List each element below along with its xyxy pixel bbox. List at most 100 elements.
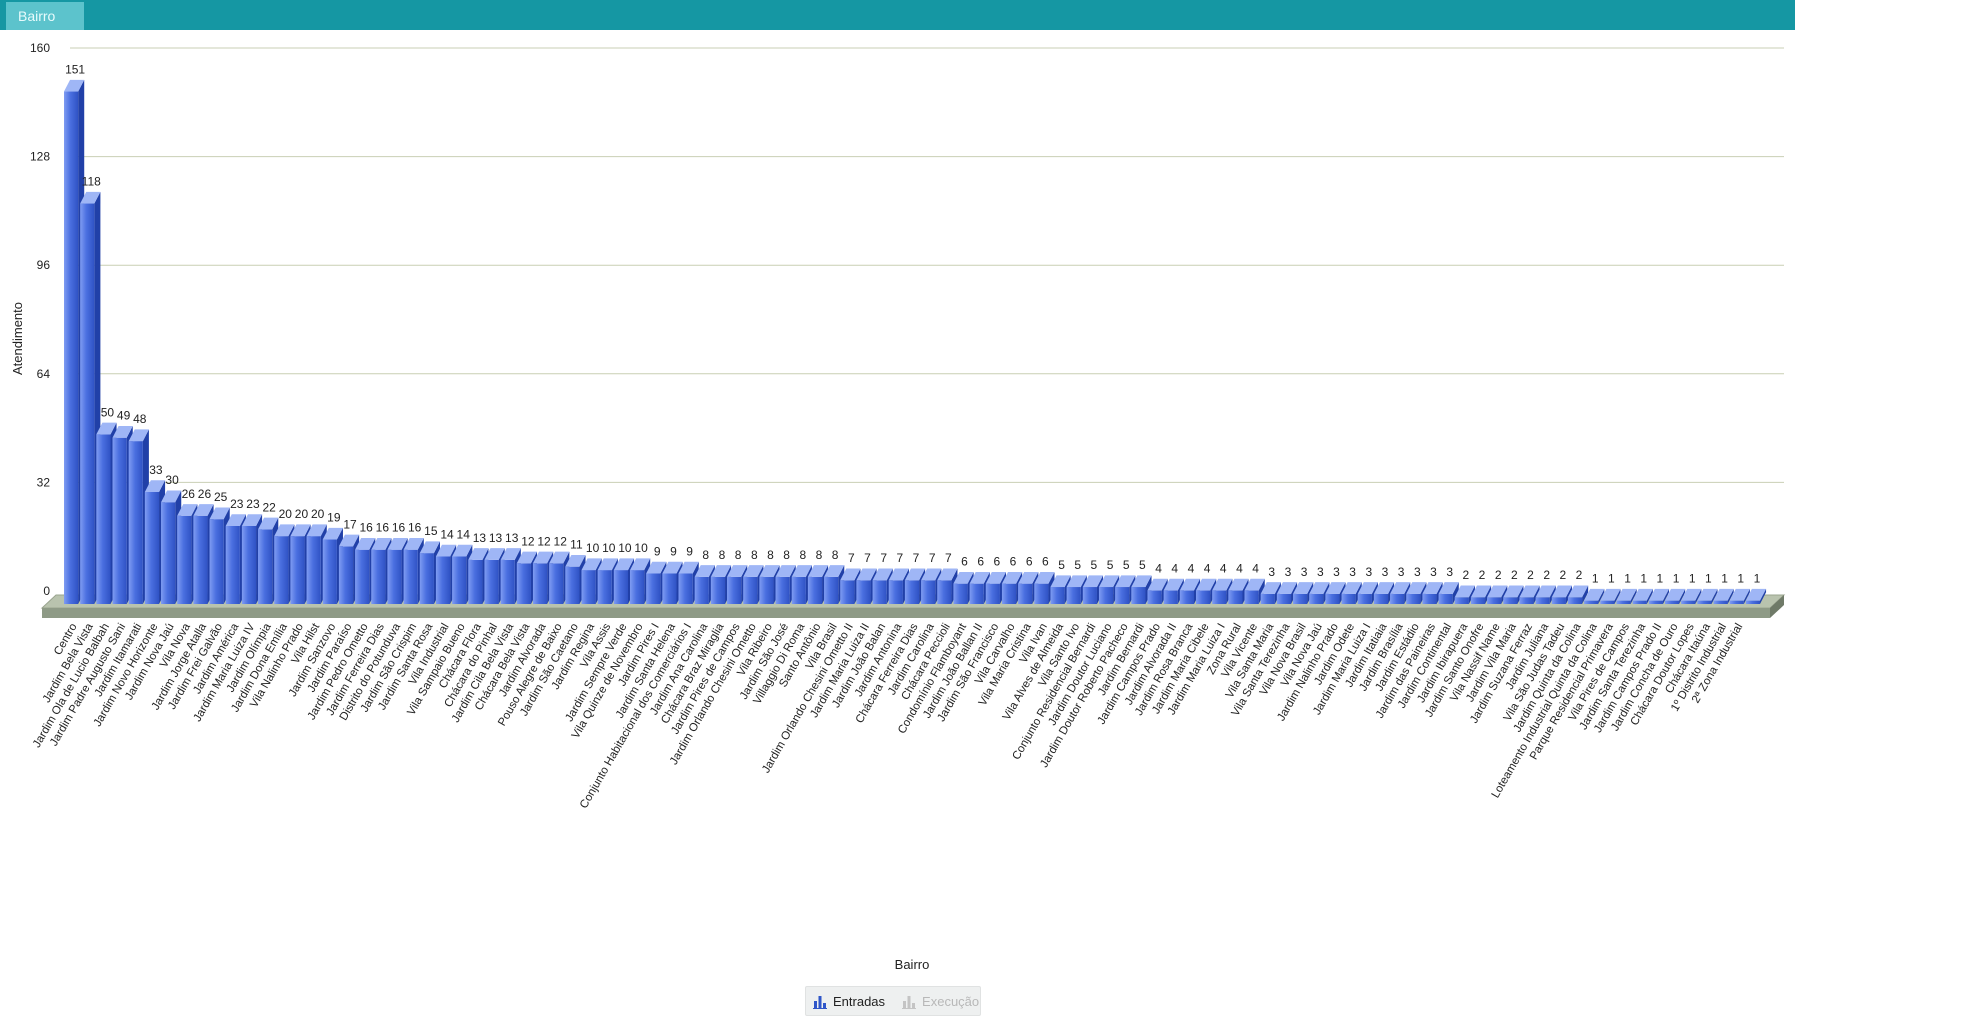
bar[interactable] (1503, 585, 1524, 604)
bar[interactable] (953, 571, 974, 604)
legend-label-execucao: Execução (922, 993, 980, 1009)
bar-front (743, 576, 758, 604)
bar-top (694, 565, 715, 577)
bar-top (1066, 575, 1087, 588)
bar-top (96, 422, 117, 435)
bar-side (1679, 588, 1686, 604)
bar[interactable] (1438, 582, 1459, 604)
bar-front (710, 576, 726, 604)
bar-value-label: 12 (554, 534, 568, 548)
bar-value-label: 10 (618, 541, 632, 555)
bar-front (1196, 590, 1211, 604)
bar-front (694, 576, 709, 604)
bar-top (209, 507, 230, 520)
bar[interactable] (549, 551, 570, 604)
bar-front (1503, 597, 1518, 604)
bar-top (193, 504, 214, 516)
bar-value-label: 118 (82, 175, 101, 189)
bar[interactable] (1729, 588, 1750, 604)
bar-value-label: 2 (1511, 568, 1518, 582)
bar[interactable] (1487, 585, 1508, 604)
bar[interactable] (1632, 588, 1653, 604)
bar-value-label: 3 (1382, 565, 1389, 579)
bar-front (1551, 597, 1566, 604)
bar-side (1598, 588, 1605, 604)
bar[interactable] (1147, 578, 1168, 604)
bar[interactable] (1131, 575, 1152, 604)
bar-value-label: 12 (521, 534, 535, 548)
bar-top (64, 79, 85, 92)
bar-value-label: 4 (1155, 561, 1162, 575)
bar[interactable] (1697, 588, 1718, 604)
bar[interactable] (1454, 585, 1475, 604)
bar[interactable] (824, 565, 845, 604)
bar-value-label: 7 (913, 551, 920, 565)
chart-floor-front (42, 608, 1770, 618)
bar-side (1760, 588, 1767, 604)
bar-value-label: 49 (117, 409, 131, 423)
bar[interactable] (565, 554, 586, 604)
bar[interactable] (1745, 588, 1767, 604)
bar[interactable] (1244, 578, 1265, 604)
bar-top (338, 534, 360, 547)
bar-front (1050, 587, 1065, 604)
bar-front (484, 559, 499, 604)
bar-front (904, 580, 920, 604)
bar-front (791, 576, 806, 604)
bar-value-label: 1 (1657, 572, 1664, 586)
bar-value-label: 10 (602, 541, 616, 555)
bar[interactable] (1616, 588, 1637, 604)
bar-value-label: 26 (198, 487, 212, 501)
bar[interactable] (1228, 578, 1249, 604)
bar-top (258, 517, 279, 530)
tab-bairro[interactable]: Bairro (6, 2, 84, 30)
bar-top (1082, 575, 1104, 588)
bar-top (1244, 578, 1265, 591)
bar-side (1517, 585, 1524, 604)
bar-front (1600, 600, 1615, 604)
bar[interactable] (1681, 588, 1702, 604)
bar[interactable] (904, 568, 926, 604)
bar[interactable] (1664, 588, 1686, 604)
bar-front (1632, 600, 1647, 604)
bar-front (1390, 593, 1405, 604)
bar[interactable] (1551, 585, 1572, 604)
bar[interactable] (581, 558, 602, 604)
bar-top (1131, 575, 1152, 588)
legend-item-execucao[interactable]: Execução (901, 993, 979, 1009)
bar-top (727, 565, 748, 577)
bar-side (1452, 582, 1459, 604)
bar-top (1438, 582, 1459, 594)
bar[interactable] (1648, 588, 1670, 604)
bar[interactable] (1535, 585, 1556, 604)
bar[interactable] (1584, 588, 1605, 604)
bar-front (824, 576, 839, 604)
bar-front (290, 536, 305, 604)
bar-top (937, 568, 958, 581)
bar-top (1713, 588, 1734, 601)
bar-value-label: 6 (994, 555, 1001, 569)
bar[interactable] (1713, 588, 1734, 604)
bar-top (1454, 585, 1475, 598)
bar-front (1681, 600, 1696, 604)
bar[interactable] (1470, 585, 1492, 604)
bar-front (549, 563, 564, 604)
bar-front (1373, 593, 1389, 604)
bar-value-label: 7 (896, 551, 903, 565)
legend-item-entradas[interactable]: Entradas (812, 993, 885, 1009)
bar[interactable] (1519, 585, 1540, 604)
bar-top (371, 538, 392, 550)
bar[interactable] (1600, 588, 1621, 604)
y-axis-label: Atendimento (10, 302, 25, 375)
bar-side (1727, 588, 1734, 604)
bar-top (532, 551, 554, 564)
bar[interactable] (807, 565, 829, 604)
bar-side (1533, 585, 1540, 604)
bar-value-label: 6 (977, 555, 984, 569)
bar-front (1438, 593, 1453, 604)
bar-front (646, 573, 661, 604)
bar-top (1503, 585, 1524, 598)
bar-value-label: 3 (1349, 565, 1356, 579)
bar-value-label: 26 (182, 487, 196, 501)
bar[interactable] (1567, 585, 1589, 604)
